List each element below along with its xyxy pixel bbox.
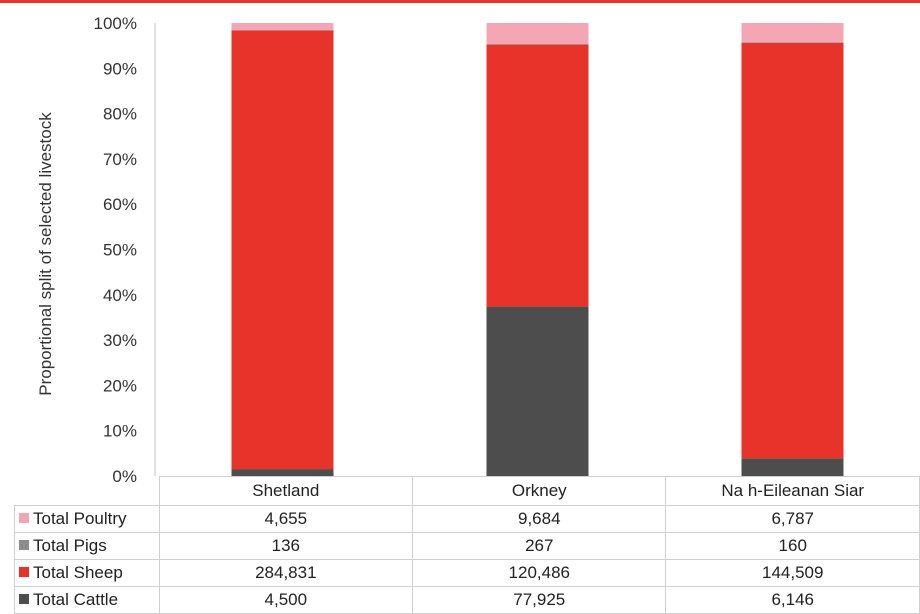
table-cell: 267 <box>412 532 667 560</box>
y-tick-label: 20% <box>103 376 137 395</box>
y-axis-label: Proportional split of selected livestock <box>36 112 55 396</box>
legend-label-poultry: Total Poultry <box>33 509 127 528</box>
bar-segment-total-pigs <box>486 44 589 45</box>
bar-segment-total-pigs <box>231 30 334 31</box>
legend-entry-poultry: Total Poultry <box>14 505 160 533</box>
legend-entry-cattle: Total Cattle <box>14 586 160 614</box>
bar-segment-total-sheep <box>486 44 589 307</box>
bar-segment-total-poultry <box>486 23 589 45</box>
bar-segment-total-cattle <box>741 458 844 476</box>
y-tick-label: 100% <box>94 14 137 33</box>
legend-entry-pigs: Total Pigs <box>14 532 160 560</box>
y-tick-label: 10% <box>103 422 137 441</box>
table-row-cattle: Total Cattle 4,500 77,925 6,146 <box>14 586 920 614</box>
table-header-row: Shetland Orkney Na h-Eileanan Siar <box>14 476 920 506</box>
table-cell: 160 <box>665 532 920 560</box>
table-cell: 120,486 <box>412 559 667 587</box>
table-cell: 77,925 <box>412 586 667 614</box>
table-cell: 144,509 <box>665 559 920 587</box>
table-cell: 136 <box>158 532 414 560</box>
y-tick-label: 60% <box>103 195 137 214</box>
table-row-poultry: Total Poultry 4,655 9,684 6,787 <box>14 505 920 533</box>
bar-segment-total-cattle <box>486 306 589 476</box>
bar-segment-total-pigs <box>741 42 844 44</box>
y-tick-label: 30% <box>103 331 137 350</box>
table-cell: 9,684 <box>412 505 667 533</box>
legend-label-pigs: Total Pigs <box>33 536 107 555</box>
table-cell: 6,146 <box>665 586 920 614</box>
table-cell: 6,787 <box>665 505 920 533</box>
top-accent-rule <box>0 0 920 3</box>
legend-label-cattle: Total Cattle <box>33 590 119 609</box>
table-row-sheep: Total Sheep 284,831 120,486 144,509 <box>14 559 920 587</box>
legend-label-sheep: Total Sheep <box>33 563 123 582</box>
y-tick-label: 90% <box>103 59 137 78</box>
bar-segment-total-poultry <box>231 23 334 31</box>
table-corner <box>14 476 160 506</box>
table-cell: 4,500 <box>158 586 414 614</box>
data-table: Shetland Orkney Na h-Eileanan Siar Total… <box>14 476 920 614</box>
legend-swatch-pigs <box>19 540 29 550</box>
legend-swatch-poultry <box>19 513 29 523</box>
bar-segment-total-poultry <box>741 23 844 43</box>
legend-swatch-cattle <box>19 594 29 604</box>
legend-entry-sheep: Total Sheep <box>14 559 160 587</box>
category-label-na-h-eileanan-siar: Na h-Eileanan Siar <box>665 476 920 506</box>
category-label-shetland: Shetland <box>158 476 414 506</box>
bar-segment-total-sheep <box>231 30 334 470</box>
table-cell: 284,831 <box>158 559 414 587</box>
bar-segment-total-cattle <box>231 469 334 476</box>
y-tick-label: 40% <box>103 286 137 305</box>
y-tick-label: 70% <box>103 150 137 169</box>
table-cell: 4,655 <box>158 505 414 533</box>
table-row-pigs: Total Pigs 136 267 160 <box>14 532 920 560</box>
bar-segment-total-sheep <box>741 42 844 459</box>
category-label-orkney: Orkney <box>412 476 667 506</box>
y-tick-label: 80% <box>103 105 137 124</box>
y-tick-label: 50% <box>103 241 137 260</box>
legend-swatch-sheep <box>19 567 29 577</box>
